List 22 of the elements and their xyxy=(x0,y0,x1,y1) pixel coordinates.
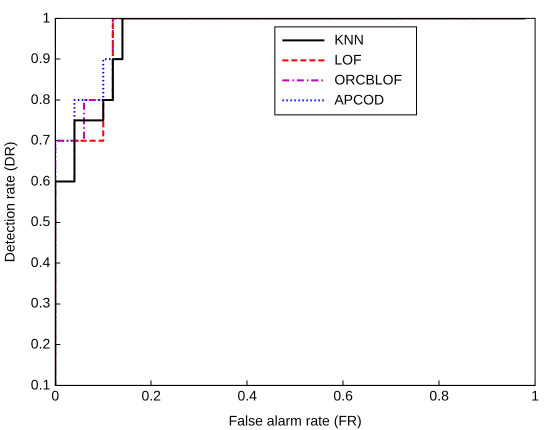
legend-label: KNN xyxy=(334,31,364,48)
y-tick-label: 0.3 xyxy=(30,294,50,311)
x-tick-label: 0 xyxy=(51,388,60,404)
y-tick-label: 0.9 xyxy=(30,50,50,66)
y-tick-label: 0.7 xyxy=(30,132,50,148)
x-tick-label: 0.8 xyxy=(429,388,450,404)
y-tick-label: 0.4 xyxy=(30,254,50,270)
x-tick-label: 0.6 xyxy=(333,388,354,404)
y-tick-label: 0.6 xyxy=(30,172,50,188)
legend-label: LOF xyxy=(334,51,362,68)
y-tick-label: 0.2 xyxy=(30,335,50,352)
legend-label: APCOD xyxy=(334,91,384,108)
y-tick-label: 0.8 xyxy=(30,90,50,107)
y-axis-title: Detection rate (DR) xyxy=(1,142,18,262)
x-tick-label: 0.4 xyxy=(237,388,258,404)
x-axis-title: False alarm rate (FR) xyxy=(228,412,362,428)
y-tick-label: 0.5 xyxy=(30,213,50,230)
y-tick-label: 1 xyxy=(42,9,50,26)
y-tick-label: 0.1 xyxy=(30,376,50,392)
legend-label: ORCBLOF xyxy=(334,71,402,88)
x-tick-label: 0.2 xyxy=(141,388,162,404)
x-tick-label: 1 xyxy=(531,388,540,404)
